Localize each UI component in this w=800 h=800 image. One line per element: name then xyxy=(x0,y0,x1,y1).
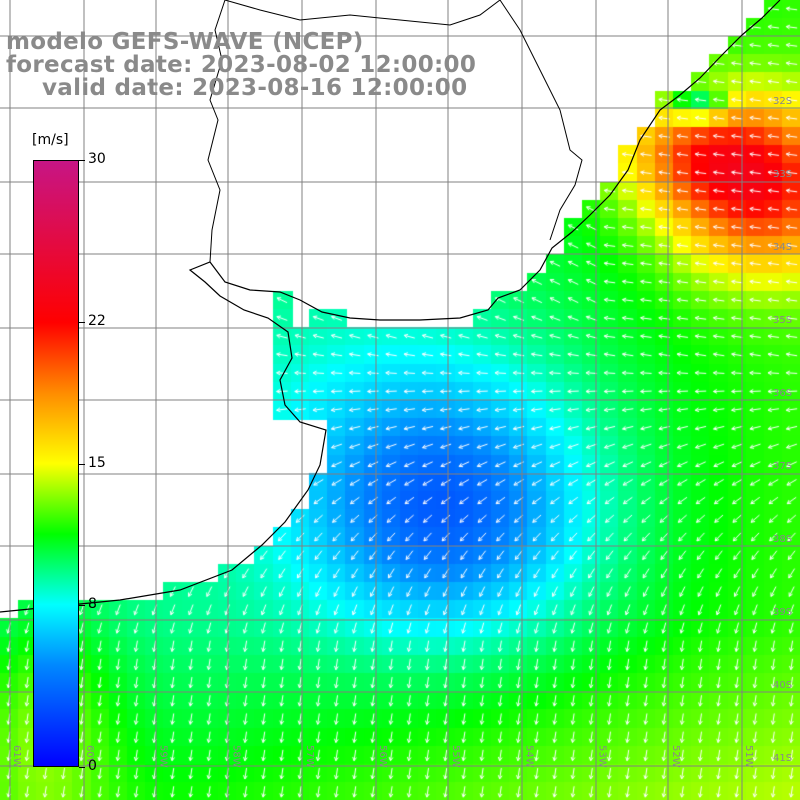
valid-date: valid date: 2023-08-16 12:00:00 xyxy=(42,75,468,101)
coastline xyxy=(0,0,781,613)
colorbar-tick xyxy=(79,321,85,323)
latitude-label: 34S xyxy=(773,242,792,253)
latitude-label: 38S xyxy=(773,534,792,545)
longitude-label: 59W xyxy=(157,745,168,768)
colorbar-tick-label: 8 xyxy=(88,596,97,613)
longitude-label: 57W xyxy=(304,745,315,768)
colorbar-tick xyxy=(79,767,85,768)
longitude-label: 61W xyxy=(11,745,22,768)
colorbar-unit: [m/s] xyxy=(32,132,69,148)
longitude-label: 55W xyxy=(450,745,461,768)
colorbar-tick-label: 15 xyxy=(88,454,106,471)
longitude-label: 51W xyxy=(743,745,754,768)
latitude-label: 32S xyxy=(773,96,792,107)
latitude-labels: 32S 33S 34S 35S 36S 37S 38S 39S 40S 41S xyxy=(773,96,792,764)
longitude-labels: 61W 60W 59W 58W 57W 56W 55W 54W 53W 52W 51W xyxy=(11,745,754,768)
latitude-label: 39S xyxy=(773,607,792,618)
longitude-label: 58W xyxy=(231,745,242,768)
forecast-date: forecast date: 2023-08-02 12:00:00 xyxy=(6,52,477,78)
latitude-label: 40S xyxy=(773,680,792,691)
latitude-label: 36S xyxy=(773,388,792,399)
longitude-label: 52W xyxy=(670,745,681,768)
latitude-label: 41S xyxy=(773,753,792,764)
colorbar-tick-label: 22 xyxy=(88,312,106,329)
latitude-label: 35S xyxy=(773,315,792,326)
colorbar-tick xyxy=(79,605,85,607)
longitude-label: 53W xyxy=(597,745,608,768)
latitude-label: 37S xyxy=(773,461,792,472)
colorbar-tick-label: 0 xyxy=(88,758,97,774)
model-title: modelo GEFS-WAVE (NCEP) xyxy=(6,29,364,55)
colorbar-tick xyxy=(79,160,85,161)
longitude-label: 54W xyxy=(523,745,534,768)
longitude-label: 60W xyxy=(84,745,95,768)
colorbar-tick-label: 30 xyxy=(88,151,106,167)
colorbar-tick xyxy=(79,463,85,465)
latitude-label: 33S xyxy=(773,169,792,180)
country-border xyxy=(207,0,583,263)
colorbar xyxy=(33,160,79,767)
longitude-label: 56W xyxy=(377,745,388,768)
